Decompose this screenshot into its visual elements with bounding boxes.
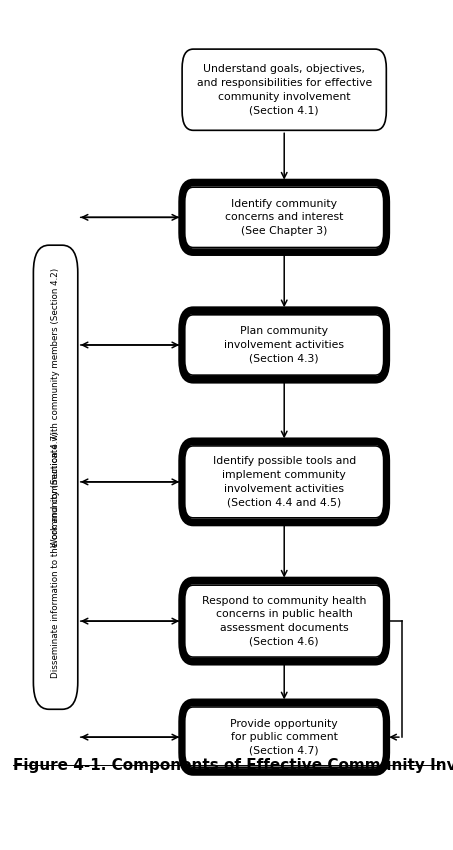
Text: Respond to community health
concerns in public health
assessment documents
(Sect: Respond to community health concerns in … — [202, 596, 366, 647]
Text: Work and communicate with community members (Section 4.2): Work and communicate with community memb… — [51, 268, 60, 547]
Text: Understand goals, objectives,
and responsibilities for effective
community invol: Understand goals, objectives, and respon… — [197, 65, 372, 115]
Text: Disseminate information to the community (Section 4.7): Disseminate information to the community… — [51, 431, 60, 678]
Text: Identify possible tools and
implement community
involvement activities
(Section : Identify possible tools and implement co… — [212, 456, 356, 507]
FancyBboxPatch shape — [185, 585, 384, 657]
Text: Plan community
involvement activities
(Section 4.3): Plan community involvement activities (S… — [224, 326, 344, 364]
FancyBboxPatch shape — [185, 707, 384, 768]
Text: Figure 4-1. Components of Effective Community Involvement: Figure 4-1. Components of Effective Comm… — [14, 757, 453, 773]
FancyBboxPatch shape — [182, 49, 386, 130]
FancyBboxPatch shape — [182, 702, 386, 772]
FancyBboxPatch shape — [182, 183, 386, 252]
Text: Identify community
concerns and interest
(See Chapter 3): Identify community concerns and interest… — [225, 199, 343, 236]
FancyBboxPatch shape — [182, 441, 386, 523]
FancyBboxPatch shape — [185, 187, 384, 247]
Text: Provide opportunity
for public comment
(Section 4.7): Provide opportunity for public comment (… — [231, 718, 338, 756]
FancyBboxPatch shape — [34, 245, 78, 709]
FancyBboxPatch shape — [182, 310, 386, 380]
FancyBboxPatch shape — [185, 446, 384, 518]
FancyBboxPatch shape — [182, 581, 386, 661]
FancyBboxPatch shape — [185, 314, 384, 375]
